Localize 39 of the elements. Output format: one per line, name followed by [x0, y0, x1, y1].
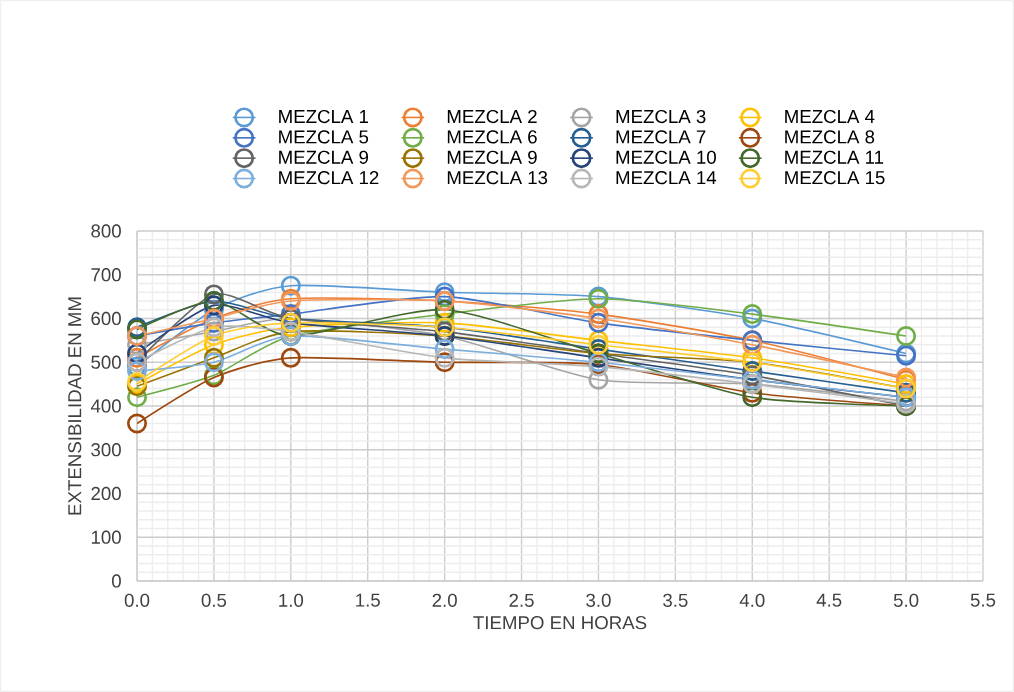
y-tick-label: 300	[91, 443, 121, 457]
y-tick-label: 100	[91, 530, 121, 544]
x-tick-label: 1.0	[279, 593, 304, 607]
legend-label: MEZCLA 5	[279, 130, 369, 144]
legend-label: MEZCLA 15	[785, 171, 885, 185]
y-tick-label: 700	[91, 268, 121, 282]
y-tick-label: 500	[91, 355, 121, 369]
x-tick-label: 0.0	[124, 593, 150, 607]
x-axis-title: TIEMPO EN HORAS	[473, 616, 647, 630]
x-tick-label: 2.5	[509, 593, 534, 607]
x-tick-label: 3.0	[586, 593, 611, 607]
legend-label: MEZCLA 11	[785, 150, 884, 164]
legend-label: MEZCLA 2	[447, 109, 537, 124]
x-tick-label: 5.0	[893, 593, 919, 607]
legend-label: MEZCLA 10	[616, 150, 716, 164]
legend-label: MEZCLA 4	[785, 109, 875, 124]
x-tick-label: 3.5	[663, 593, 688, 607]
y-axis-title: EXTENSIBILIDAD EN MM	[68, 297, 82, 515]
x-tick-label: 1.5	[356, 593, 380, 607]
y-tick-label: 200	[91, 486, 121, 501]
legend-label: MEZCLA 7	[616, 130, 706, 144]
legend-label: MEZCLA 3	[616, 109, 706, 124]
y-tick-label: 0	[111, 574, 121, 588]
x-tick-label: 2.0	[432, 593, 457, 607]
y-tick-label: 400	[90, 399, 121, 413]
legend-label: MEZCLA 14	[616, 171, 717, 185]
legend-label: MEZCLA 6	[447, 130, 537, 144]
legend-label: MEZCLA 12	[279, 171, 379, 185]
legend-label: MEZCLA 8	[785, 130, 875, 144]
x-tick-label: 0.5	[201, 593, 227, 607]
x-tick-label: 4.0	[739, 593, 765, 607]
legend-label: MEZCLA 13	[447, 171, 548, 185]
x-tick-label: 4.5	[816, 593, 842, 607]
legend-label: MEZCLA 9	[447, 150, 537, 164]
y-tick-label: 600	[91, 311, 121, 326]
y-tick-label: 800	[91, 224, 121, 238]
legend-label: MEZCLA 1	[279, 109, 368, 124]
legend-label: MEZCLA 9	[279, 150, 369, 164]
x-tick-label: 5.5	[970, 593, 996, 607]
